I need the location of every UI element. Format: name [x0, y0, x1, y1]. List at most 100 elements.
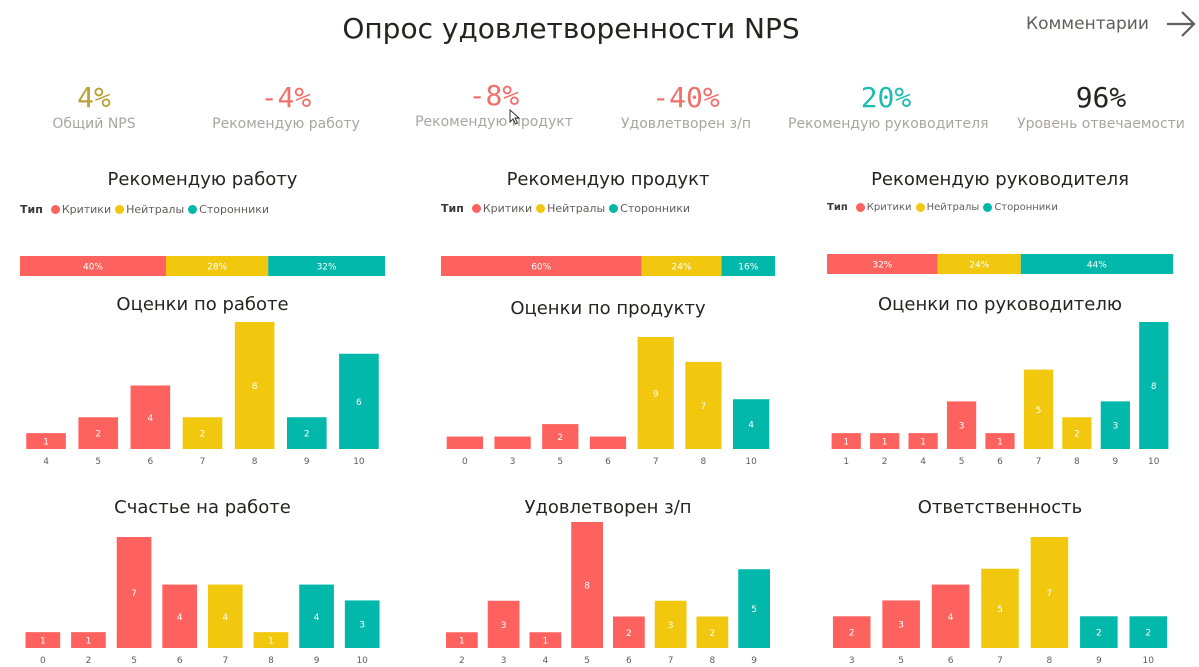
bar[interactable] [542, 424, 579, 449]
bar[interactable] [299, 584, 334, 648]
stacked-segment[interactable] [1020, 254, 1173, 274]
bar[interactable] [1129, 616, 1168, 648]
chart-title: Счастье на работе [114, 497, 291, 518]
x-tick-label: 6 [626, 656, 632, 666]
legend-item-neutrals[interactable]: Нейтралы [536, 202, 605, 215]
bar[interactable] [253, 632, 289, 648]
x-tick-label: 5 [95, 457, 101, 467]
bar[interactable] [589, 436, 627, 449]
bar[interactable] [286, 417, 327, 449]
x-tick-label: 8 [268, 656, 274, 666]
bar[interactable] [116, 537, 152, 648]
x-tick-label: 2 [86, 656, 92, 666]
bar[interactable] [882, 600, 920, 648]
x-tick-label: 10 [1148, 457, 1160, 467]
bar-value-label: 4 [748, 421, 754, 431]
x-tick-label: 9 [1096, 656, 1102, 666]
arrow-right-icon [1166, 11, 1196, 37]
bar[interactable] [207, 584, 243, 648]
stacked-segment[interactable] [268, 256, 385, 276]
bar[interactable] [637, 337, 674, 449]
x-tick-label: 5 [584, 656, 590, 666]
bar[interactable] [685, 361, 722, 449]
column-chart-job-scores: 1 4 2 5 4 6 2 7 8 8 2 9 6 10 [26, 322, 379, 467]
x-tick-label: 8 [1047, 656, 1053, 666]
legend-label: Сторонники [199, 203, 270, 216]
x-tick-label: 10 [356, 656, 368, 666]
bar[interactable] [738, 569, 770, 648]
bar[interactable] [182, 417, 223, 449]
x-tick-label: 3 [510, 457, 516, 467]
bar-value-label: 3 [959, 422, 965, 432]
x-tick-label: 3 [849, 656, 855, 666]
mouse-cursor-icon [509, 109, 521, 125]
legend-dot-icon [983, 203, 993, 212]
stacked-segment[interactable] [20, 256, 166, 276]
kpi-label: Рекомендую работу [212, 116, 360, 132]
bar[interactable] [71, 632, 106, 648]
bar[interactable] [25, 632, 61, 648]
bar[interactable] [946, 401, 977, 449]
legend-dot-icon [609, 204, 619, 213]
x-tick-label: 7 [653, 457, 659, 467]
x-tick-label: 10 [1143, 656, 1155, 666]
bar[interactable] [985, 433, 1015, 449]
bar[interactable] [1023, 369, 1054, 449]
kpi-card-response-rate: 96% Уровень отвечаемости [1003, 80, 1199, 132]
chart-title: Оценки по продукту [510, 298, 706, 319]
bar[interactable] [130, 385, 171, 450]
bar[interactable] [1062, 417, 1092, 449]
bar[interactable] [908, 433, 938, 449]
stacked-segment[interactable] [827, 254, 938, 274]
legend-item-critics[interactable]: Критики [855, 202, 912, 213]
bar[interactable] [1030, 537, 1069, 648]
bar[interactable] [613, 616, 645, 649]
bar[interactable] [162, 584, 198, 648]
bar[interactable] [571, 522, 603, 648]
bar-value-label: 2 [95, 430, 101, 440]
legend-item-promoters[interactable]: Сторонники [983, 202, 1058, 213]
legend-item-critics[interactable]: Критики [471, 202, 532, 215]
bar[interactable] [870, 433, 900, 449]
bar[interactable] [234, 322, 275, 449]
stacked-segment[interactable] [937, 254, 1021, 274]
bar[interactable] [733, 399, 770, 449]
bar[interactable] [529, 632, 562, 648]
bar[interactable] [981, 568, 1019, 648]
x-tick-label: 8 [701, 457, 707, 467]
legend-item-promoters[interactable]: Сторонники [188, 203, 269, 216]
legend-item-promoters[interactable]: Сторонники [609, 202, 690, 215]
bar[interactable] [26, 433, 66, 449]
bar-value-label: 3 [668, 621, 674, 631]
bar[interactable] [446, 632, 478, 648]
bar[interactable] [494, 436, 531, 449]
bar[interactable] [1139, 322, 1169, 449]
stacked-segment[interactable] [441, 256, 642, 276]
bar-value-label: 1 [459, 637, 465, 647]
stacked-segment[interactable] [166, 256, 269, 276]
legend-item-critics[interactable]: Критики [50, 203, 111, 216]
bar[interactable] [1080, 616, 1118, 648]
bar-value-label: 2 [1096, 629, 1102, 639]
bar[interactable] [1100, 401, 1130, 449]
bar[interactable] [654, 600, 687, 648]
bar[interactable] [832, 616, 871, 648]
bar[interactable] [339, 353, 379, 449]
kpi-value: -40% [652, 81, 720, 114]
bar[interactable] [931, 584, 970, 648]
comments-link[interactable]: Комментарии [1026, 6, 1197, 42]
stacked-segment[interactable] [641, 256, 722, 276]
bar[interactable] [831, 433, 861, 449]
bar[interactable] [344, 600, 380, 648]
bar[interactable] [78, 417, 119, 449]
legend-item-neutrals[interactable]: Нейтралы [115, 203, 184, 216]
bar[interactable] [696, 616, 729, 649]
x-tick-label: 6 [147, 457, 153, 467]
chart-legend: Тип Критики Нейтралы Сторонники [20, 203, 273, 216]
bar[interactable] [487, 600, 520, 648]
bar[interactable] [446, 436, 483, 449]
stacked-segment[interactable] [721, 256, 775, 276]
legend-item-neutrals[interactable]: Нейтралы [915, 202, 979, 213]
chart-title: Оценки по работе [116, 294, 289, 315]
stacked-bar-recommend-job: 40% 28% 32% [20, 256, 385, 276]
